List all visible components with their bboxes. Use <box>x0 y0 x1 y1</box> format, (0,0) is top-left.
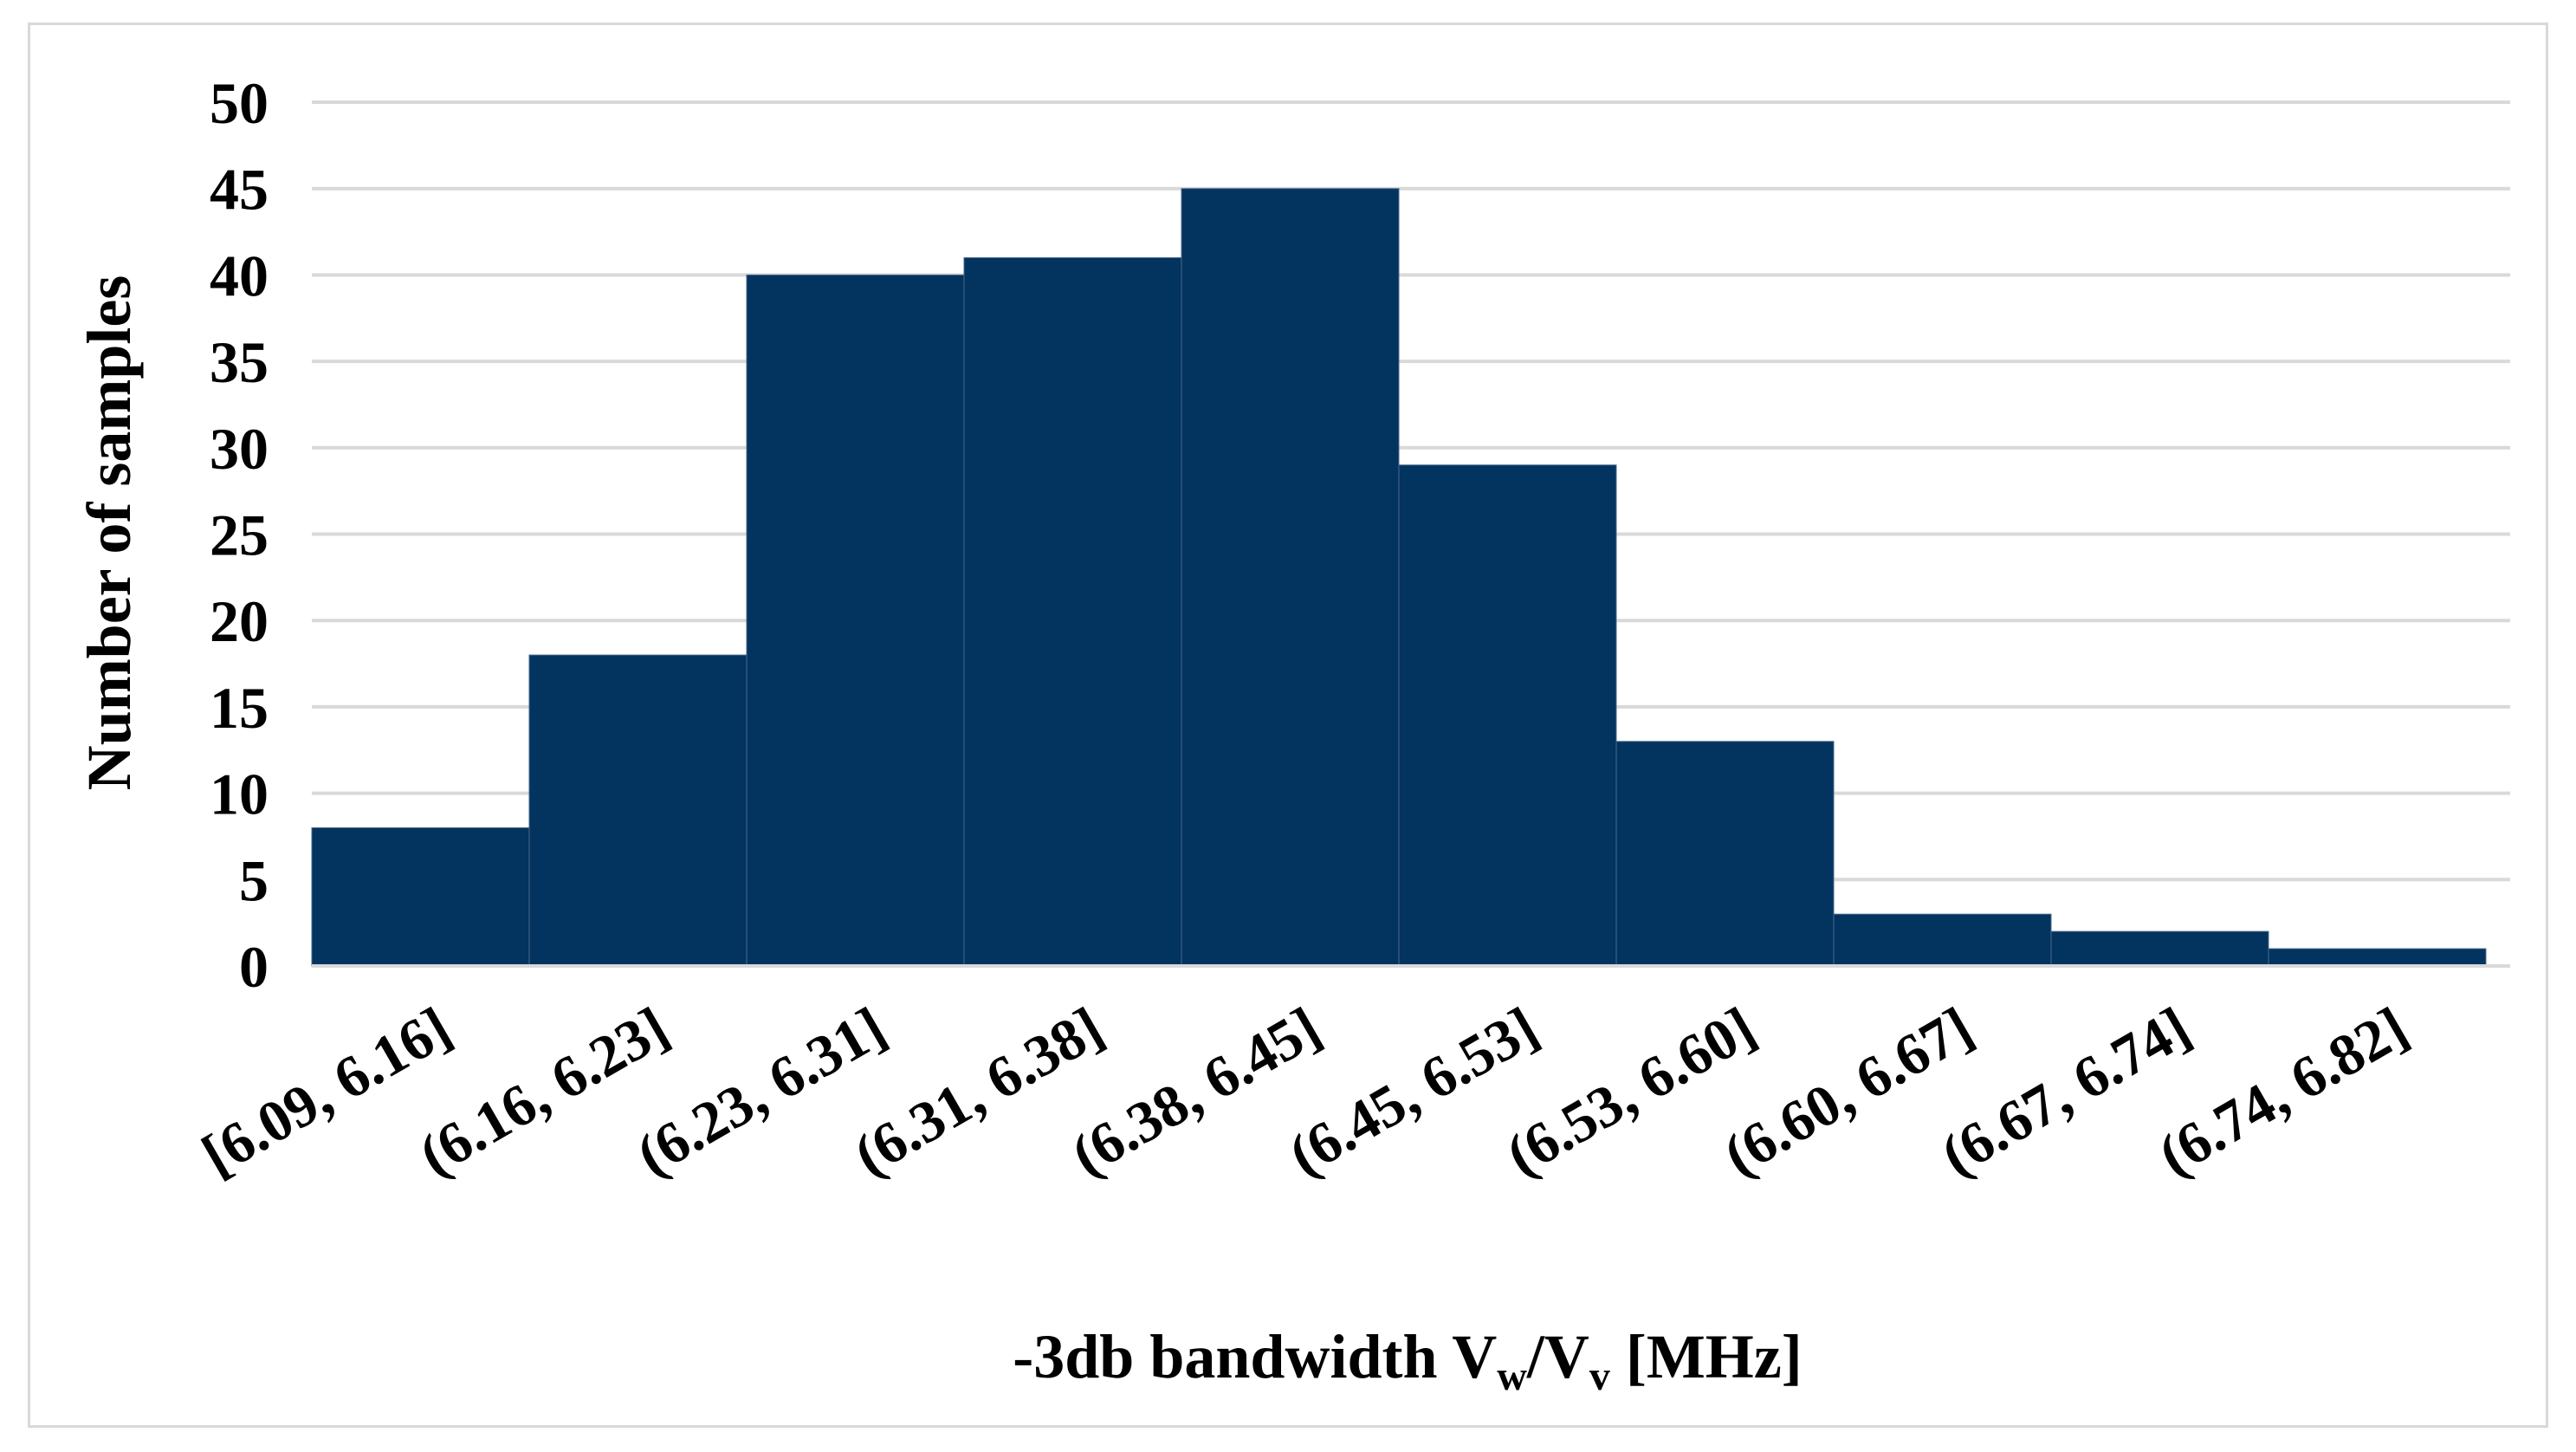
y-tick-label: 25 <box>210 502 269 568</box>
y-tick-label: 40 <box>210 243 269 308</box>
x-tick-label: [6.09, 6.16] <box>191 994 462 1188</box>
x-axis-title-prefix: -3db bandwidth V <box>1013 1322 1497 1391</box>
y-tick-label: 45 <box>210 157 269 223</box>
x-axis-title-mid: /V <box>1526 1322 1589 1391</box>
y-tick-label: 50 <box>210 70 269 136</box>
y-tick-label: 20 <box>210 588 269 654</box>
y-tick-label: 5 <box>239 847 269 913</box>
bar <box>1833 913 2052 967</box>
bar <box>963 256 1182 967</box>
y-axis-title: Number of samples <box>74 275 144 791</box>
bar <box>311 826 530 967</box>
x-tick-label: (6.45, 6.53] <box>1278 994 1549 1188</box>
bar <box>528 654 748 967</box>
x-axis-title: -3db bandwidth Vw/Vv [MHz] <box>1013 1322 1803 1399</box>
bar <box>746 274 965 967</box>
bar <box>2268 948 2487 967</box>
x-tick-label: (6.23, 6.31] <box>625 994 896 1188</box>
y-tick-labels: 0 5 10 15 20 25 30 35 40 45 50 <box>210 70 269 1000</box>
y-tick-label: 15 <box>210 675 269 741</box>
x-tick-label: (6.53, 6.60] <box>1495 994 1766 1188</box>
bar <box>1398 464 1617 967</box>
x-tick-label: (6.74, 6.82] <box>2147 994 2418 1188</box>
bar <box>2050 930 2269 967</box>
y-tick-label: 30 <box>210 416 269 482</box>
x-tick-labels: [6.09, 6.16](6.16, 6.23](6.23, 6.31](6.3… <box>191 994 2418 1188</box>
x-tick-label: (6.60, 6.67] <box>1712 994 1984 1188</box>
bar <box>1615 741 1835 967</box>
y-tick-label: 35 <box>210 329 269 395</box>
x-axis-title-sub-w: w <box>1497 1353 1527 1399</box>
x-tick-label: (6.31, 6.38] <box>843 994 1114 1188</box>
y-tick-label: 10 <box>210 762 269 827</box>
x-tick-label: (6.38, 6.45] <box>1060 994 1331 1188</box>
x-tick-label: (6.16, 6.23] <box>408 994 679 1188</box>
x-tick-label: (6.67, 6.74] <box>1930 994 2201 1188</box>
bars <box>311 188 2487 967</box>
x-axis-title-sub-v: v <box>1589 1353 1610 1399</box>
x-axis-title-suffix: [MHz] <box>1610 1322 1803 1391</box>
bar <box>1181 188 1400 967</box>
y-tick-label: 0 <box>239 934 269 1000</box>
